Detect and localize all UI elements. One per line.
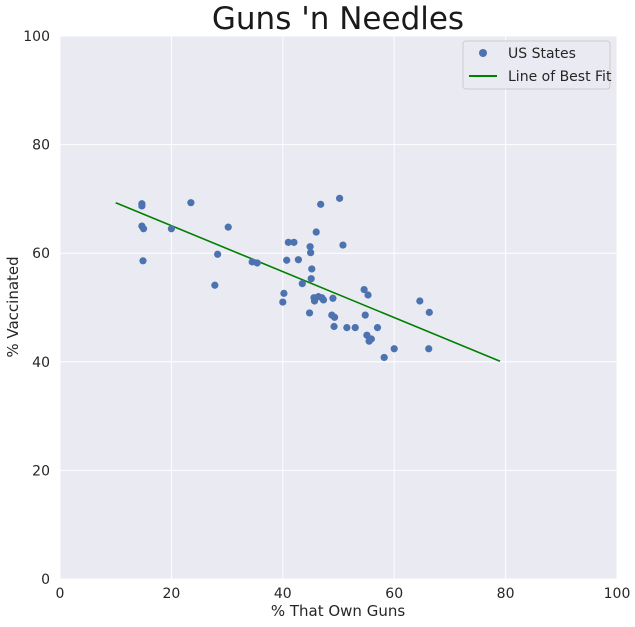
data-point [339,241,347,249]
data-point [360,285,368,294]
data-point [280,289,288,297]
y-tick-label: 0 [41,572,50,588]
data-point [139,257,147,265]
data-point [331,313,339,321]
legend-marker-us-states [479,49,487,57]
data-point [367,335,375,343]
y-tick-label: 40 [32,355,50,371]
x-tick-label: 20 [162,586,180,602]
data-point [425,345,433,353]
data-point [390,345,398,353]
x-tick-label: 40 [274,586,292,602]
data-point [307,275,315,283]
data-point [283,256,291,264]
y-tick-label: 60 [32,246,50,262]
data-point [290,238,298,246]
best-fit-line [115,201,501,362]
y-tick-label: 80 [32,138,50,154]
x-axis-ticks: 0 20 40 60 80 100 [56,586,631,602]
legend-label-us-states: US States [508,46,576,62]
data-point [416,297,424,305]
y-tick-label: 20 [32,463,50,479]
x-tick-label: 100 [604,586,631,602]
data-point [312,228,320,236]
y-axis-ticks: 0 20 40 60 80 100 [23,29,50,588]
legend: US States Line of Best Fit [462,40,612,90]
data-point [305,309,314,317]
data-point [330,322,338,331]
x-axis-label: % That Own Guns [271,602,406,620]
y-axis-label: % Vaccinated [4,256,22,357]
plot-marks [115,194,501,362]
data-point [306,243,314,251]
data-point [298,280,306,288]
x-tick-label: 0 [56,586,65,602]
data-point [336,194,344,202]
x-tick-label: 60 [385,586,403,602]
data-point [361,311,369,319]
data-point [317,200,325,208]
data-point [307,249,315,257]
data-point [167,225,175,233]
data-point [380,353,388,362]
data-point [425,308,433,316]
data-point [279,298,287,306]
data-point [308,265,316,273]
data-point [343,323,351,332]
data-point [253,259,261,267]
data-point [329,294,337,302]
plot-background [60,36,617,579]
legend-label-best-fit: Line of Best Fit [508,69,612,85]
data-point [138,202,146,210]
data-point [351,323,359,332]
data-point [319,296,328,304]
data-point [364,291,372,299]
data-point [373,323,382,332]
data-point [224,223,232,231]
data-point [294,256,302,264]
legend-box [462,40,611,90]
data-point [139,225,148,233]
data-point [187,199,195,207]
x-tick-label: 80 [497,586,515,602]
chart-title: Guns 'n Needles [212,1,464,37]
data-point [211,281,219,289]
data-point [214,250,222,258]
y-tick-label: 100 [23,29,50,45]
grid [59,35,618,580]
data-point [284,238,292,246]
